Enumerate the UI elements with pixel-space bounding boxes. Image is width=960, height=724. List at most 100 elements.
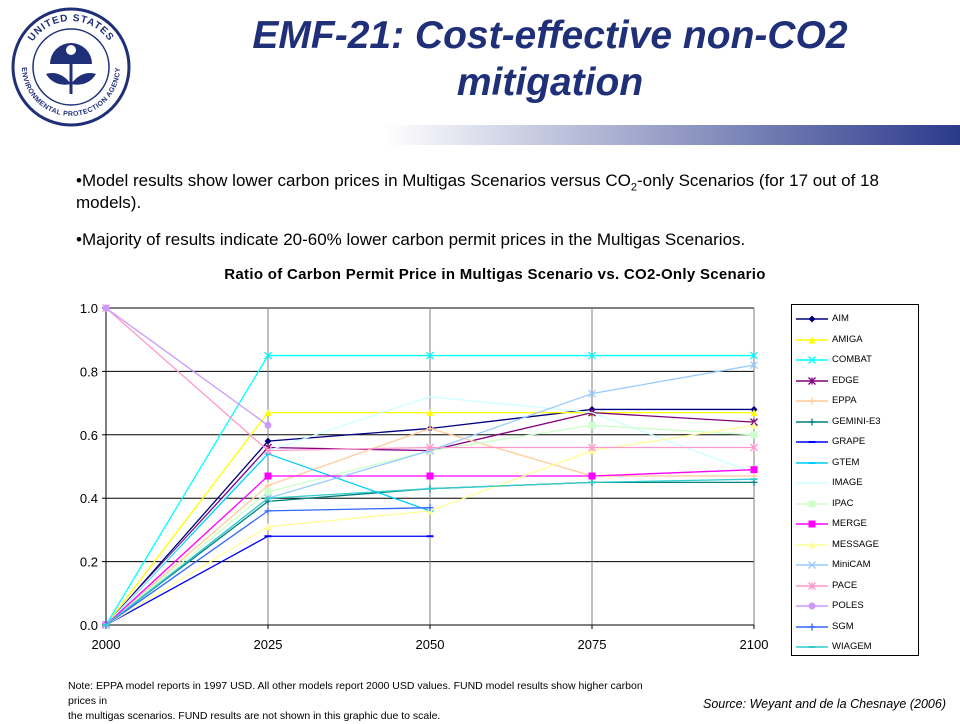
y-tick-label: 0.8: [80, 364, 98, 379]
data-point-edge: [264, 443, 272, 452]
legend-label: IPAC: [832, 497, 854, 509]
legend-item-gtem: GTEM: [792, 453, 918, 473]
data-point-ipac: [750, 431, 758, 439]
legend-label: AMIGA: [832, 333, 863, 345]
legend-swatch: [796, 581, 828, 590]
legend-swatch: [796, 520, 828, 528]
legend-marker: [808, 376, 816, 385]
legend-item-sgm: SGM: [792, 617, 918, 637]
data-point-message: [750, 421, 758, 429]
legend-item-amiga: AMIGA: [792, 330, 918, 350]
legend-label: PACE: [832, 579, 858, 591]
data-point-gemini-e3: [750, 478, 758, 486]
legend-marker: [808, 581, 816, 590]
chart-note: Note: EPPA model reports in 1997 USD. Al…: [68, 679, 648, 724]
y-tick-label: 0.4: [80, 491, 98, 506]
data-point-amiga: [588, 409, 596, 417]
legend-marker: [808, 418, 816, 425]
data-point-amiga: [264, 409, 272, 417]
series-line-message: [105, 424, 755, 626]
series-line-edge: [105, 411, 755, 626]
legend-item-minicam: MiniCAM: [792, 555, 918, 575]
data-point-aim: [426, 424, 434, 432]
data-point-combat: [426, 351, 434, 360]
legend-swatch: [796, 541, 828, 548]
series-line-ipac: [105, 424, 755, 626]
data-point-eppa: [426, 424, 434, 432]
data-point-edge: [102, 621, 110, 629]
data-point-amiga: [750, 409, 758, 417]
data-point-combat: [750, 351, 758, 360]
data-point-eppa: [264, 482, 272, 490]
y-tick-label: 1.0: [80, 301, 98, 316]
legend-label: EPPA: [832, 395, 857, 406]
data-point-message: [102, 621, 110, 629]
legend-item-aim: AIM: [792, 309, 918, 329]
data-point-amiga: [426, 409, 434, 417]
x-tick-label: 2100: [740, 637, 769, 652]
data-point-merge: [426, 472, 434, 480]
legend-swatch: [796, 441, 828, 443]
series-line-gtem: [105, 453, 431, 626]
data-point-combat: [264, 351, 272, 360]
series-line-grape: [105, 535, 430, 626]
legend-item-eppa: EPPA: [792, 391, 918, 411]
legend-marker: [808, 500, 816, 507]
data-point-eppa: [588, 472, 596, 480]
data-point-message: [264, 523, 272, 531]
data-point-merge: [102, 621, 110, 629]
legend-swatch: [796, 418, 828, 425]
data-point-pace: [426, 443, 434, 452]
legend-item-message: MESSAGE: [792, 535, 918, 555]
data-point-ipac: [588, 421, 596, 429]
legend-label: AIM: [832, 313, 849, 324]
data-point-pace: [264, 446, 272, 455]
legend-label: GRAPE: [832, 436, 866, 447]
epa-logo: UNITED STATES ENVIRONMENTAL PROTECTION A…: [11, 7, 131, 127]
data-point-ipac: [426, 447, 434, 455]
data-point-merge: [264, 472, 272, 480]
series-line-image: [105, 396, 755, 626]
legend-swatch: [796, 602, 828, 610]
series-line-combat: [105, 354, 754, 626]
legend-swatch: [796, 336, 828, 343]
data-point-gemini-e3: [426, 485, 434, 493]
x-tick-label: 2050: [416, 637, 445, 652]
data-point-sgm: [426, 504, 434, 512]
legend-label: MERGE: [832, 518, 867, 529]
data-point-eppa: [750, 472, 758, 480]
legend-marker: [808, 561, 816, 569]
legend-label: WIAGEM: [832, 641, 872, 652]
data-point-gemini-e3: [102, 621, 110, 629]
data-point-minicam: [750, 361, 758, 370]
legend-swatch: [796, 356, 828, 364]
legend-label: SGM: [832, 620, 854, 632]
x-tick-label: 2025: [254, 637, 283, 652]
legend-label: GTEM: [832, 456, 860, 468]
chart-title: Ratio of Carbon Permit Price in Multigas…: [224, 266, 766, 283]
title-line-1: EMF-21: Cost-effective non-CO2: [252, 14, 848, 57]
bullet-2: •Majority of results indicate 20-60% low…: [76, 230, 746, 249]
legend-marker: [808, 602, 816, 610]
series-line-amiga: [105, 411, 754, 626]
data-point-poles: [264, 421, 272, 429]
legend-label: GEMINI-E3: [832, 415, 881, 427]
legend-swatch: [796, 397, 828, 405]
y-tick-label: 0.2: [80, 555, 98, 570]
legend-swatch: [796, 376, 828, 385]
slide-title: EMF-21: Cost-effective non-CO2 mitigatio…: [150, 12, 950, 106]
data-point-combat: [102, 621, 110, 629]
legend-item-edge: EDGE: [792, 371, 918, 391]
note-line-2: the multigas scenarios. FUND results are…: [68, 710, 441, 722]
source-citation: Source: Weyant and de la Chesnaye (2006): [703, 697, 946, 711]
data-point-aim: [264, 437, 272, 445]
bullet-1-text: •Model results show lower carbon prices …: [76, 171, 631, 190]
data-point-edge: [588, 408, 596, 417]
data-point-minicam: [264, 494, 272, 503]
bullet-1-subscript: 2: [630, 181, 638, 194]
plot-area: [105, 307, 755, 626]
y-tick-label: 0.0: [80, 618, 98, 633]
data-point-aim: [750, 405, 758, 413]
data-point-pace: [750, 443, 758, 452]
legend-item-combat: COMBAT: [792, 350, 918, 370]
